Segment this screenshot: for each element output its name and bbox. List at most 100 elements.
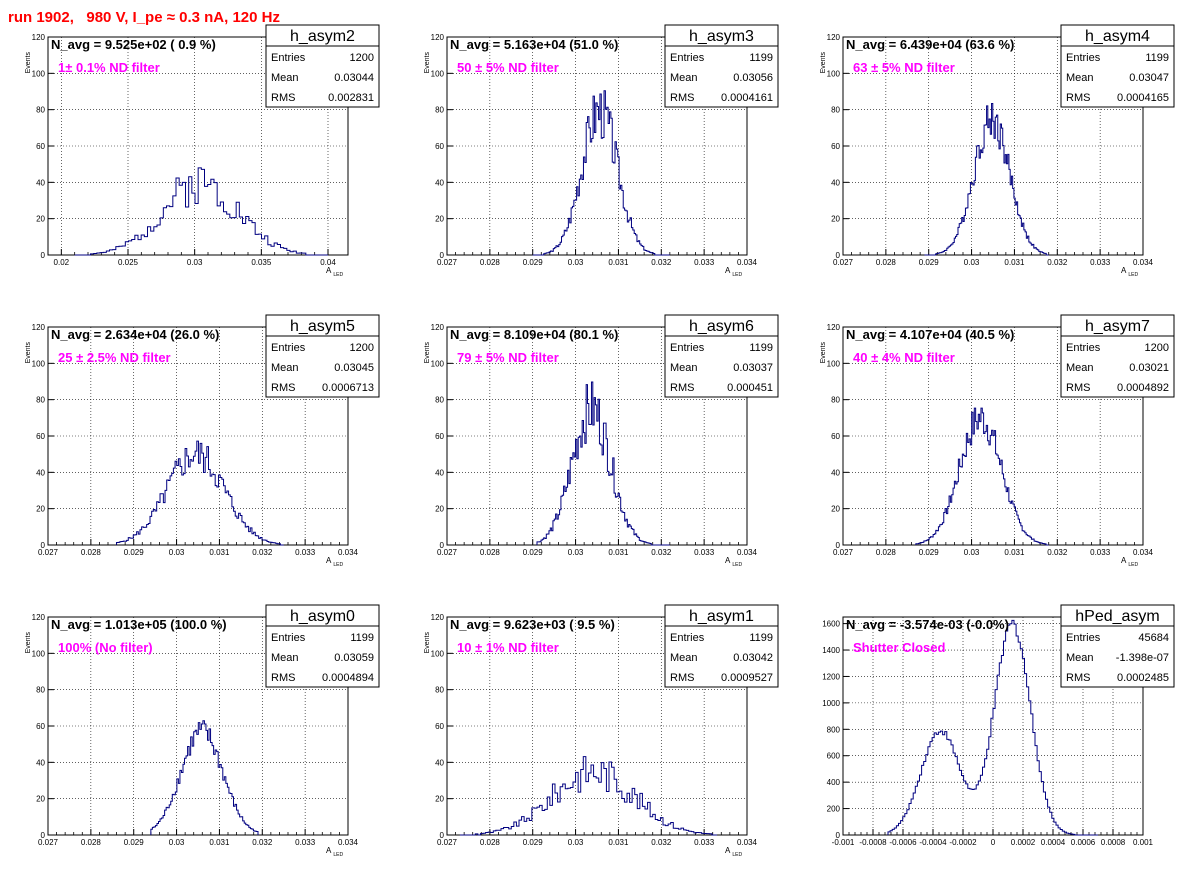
- y-tick-label: 80: [435, 106, 444, 115]
- stats-title: hPed_asym: [1075, 608, 1160, 625]
- run-title: run 1902, 980 V, I_pe ≈ 0.3 nA, 120 Hz: [8, 9, 280, 26]
- stats-value-mean: 0.03037: [733, 362, 773, 374]
- x-tick-label: -0.001: [832, 838, 855, 847]
- y-tick-label: 20: [435, 505, 444, 514]
- x-tick-label: 0.027: [38, 548, 59, 557]
- stats-box: [265, 604, 380, 688]
- histogram-line: [74, 167, 328, 256]
- stats-value-rms: 0.0004894: [322, 672, 374, 684]
- y-tick-label: 0: [836, 831, 841, 840]
- y-tick-label: 60: [435, 142, 444, 151]
- y-tick-label: 100: [827, 69, 841, 78]
- x-tick-label: -0.0002: [949, 838, 977, 847]
- x-tick-label: 0.027: [38, 838, 59, 847]
- stats-title: h_asym2: [290, 28, 355, 45]
- y-tick-label: 40: [435, 468, 444, 477]
- x-tick-label: 0.032: [651, 258, 672, 267]
- y-tick-label: 20: [831, 215, 840, 224]
- y-axis-label: Events: [424, 342, 431, 364]
- stats-title: h_asym5: [290, 318, 355, 335]
- stats-value-rms: 0.0004892: [1117, 382, 1169, 394]
- y-tick-label: 0: [440, 541, 445, 550]
- y-tick-label: 60: [36, 432, 45, 441]
- stats-title: h_asym1: [689, 608, 754, 625]
- x-tick-label: 0.034: [338, 838, 359, 847]
- stats-title: h_asym4: [1085, 28, 1150, 45]
- histogram-line: [924, 103, 1049, 256]
- x-tick-label: 0.0008: [1101, 838, 1126, 847]
- filter-text: 100% (No filter): [58, 640, 153, 655]
- stats-key-mean: Mean: [670, 72, 698, 84]
- stats-key-rms: RMS: [271, 672, 295, 684]
- y-tick-label: 0: [836, 251, 841, 260]
- x-tick-label: 0.028: [480, 838, 501, 847]
- y-tick-label: 100: [827, 359, 841, 368]
- stats-value-entries: 1199: [749, 52, 773, 64]
- x-tick-label: 0.028: [480, 258, 501, 267]
- x-tick-label: 0.0002: [1011, 838, 1036, 847]
- x-tick-label: 0.028: [876, 548, 897, 557]
- y-tick-label: 80: [435, 686, 444, 695]
- y-axis-label: Events: [424, 52, 431, 74]
- stats-value-mean: 0.03047: [1129, 72, 1169, 84]
- x-tick-label: 0.02: [54, 258, 70, 267]
- stats-key-mean: Mean: [1066, 72, 1094, 84]
- x-tick-label: 0.029: [919, 258, 940, 267]
- y-tick-label: 40: [435, 178, 444, 187]
- y-tick-label: 0: [41, 251, 46, 260]
- x-tick-label: 0.025: [118, 258, 139, 267]
- x-axis-label: A LED: [1121, 556, 1138, 568]
- y-tick-label: 200: [827, 805, 841, 814]
- x-tick-label: 0.034: [338, 548, 359, 557]
- stats-title: h_asym0: [290, 608, 355, 625]
- x-tick-label: 0.033: [295, 838, 316, 847]
- x-tick-label: 0.03: [187, 258, 203, 267]
- x-tick-label: 0.028: [81, 548, 102, 557]
- x-tick-label: 0.0006: [1071, 838, 1096, 847]
- stats-value-entries: 1200: [350, 52, 374, 64]
- filter-text: 63 ± 5% ND filter: [853, 60, 955, 75]
- stats-key-rms: RMS: [670, 672, 694, 684]
- y-tick-label: 120: [827, 323, 841, 332]
- x-tick-label: 0.031: [209, 838, 230, 847]
- x-tick-label: 0.033: [1090, 258, 1111, 267]
- x-tick-label: 0.001: [1133, 838, 1154, 847]
- y-tick-label: 1600: [822, 620, 840, 629]
- x-tick-label: 0: [991, 838, 996, 847]
- stats-box: [1060, 24, 1175, 108]
- stats-key-entries: Entries: [1066, 52, 1101, 64]
- y-tick-label: 120: [827, 33, 841, 42]
- x-axis-label: A LED: [326, 556, 343, 568]
- stats-value-entries: 1199: [350, 632, 374, 644]
- y-tick-label: 120: [32, 613, 46, 622]
- stats-value-mean: 0.03056: [733, 72, 773, 84]
- stats-value-mean: 0.03044: [334, 72, 374, 84]
- histogram-panel-h_asym1: 0.027 0.028 0.029 0.03 0.031 0.032 0.033 0.034 0…: [424, 604, 779, 858]
- x-tick-label: 0.033: [694, 548, 715, 557]
- x-tick-label: 0.03: [568, 548, 584, 557]
- stats-key-entries: Entries: [271, 342, 306, 354]
- y-tick-label: 60: [435, 432, 444, 441]
- stats-key-entries: Entries: [271, 632, 306, 644]
- y-tick-label: 1400: [822, 646, 840, 655]
- y-axis-label: Events: [25, 52, 32, 74]
- x-tick-label: 0.029: [523, 838, 544, 847]
- stats-key-rms: RMS: [1066, 672, 1090, 684]
- x-tick-label: 0.027: [437, 838, 458, 847]
- x-tick-label: 0.034: [737, 548, 758, 557]
- y-tick-label: 20: [36, 215, 45, 224]
- stats-key-entries: Entries: [1066, 342, 1101, 354]
- x-tick-label: 0.03: [568, 258, 584, 267]
- y-tick-label: 60: [36, 142, 45, 151]
- x-tick-label: 0.029: [124, 838, 145, 847]
- x-tick-label: 0.029: [919, 548, 940, 557]
- x-tick-label: 0.034: [737, 838, 758, 847]
- stats-box: [265, 314, 380, 398]
- y-tick-label: 40: [36, 758, 45, 767]
- navg-text: N_avg = -3.574e-03 (-0.0%): [846, 617, 1009, 632]
- histogram-line: [150, 720, 259, 835]
- stats-key-rms: RMS: [1066, 92, 1090, 104]
- stats-key-entries: Entries: [1066, 632, 1101, 644]
- x-tick-label: 0.029: [124, 548, 145, 557]
- y-tick-label: 120: [431, 613, 445, 622]
